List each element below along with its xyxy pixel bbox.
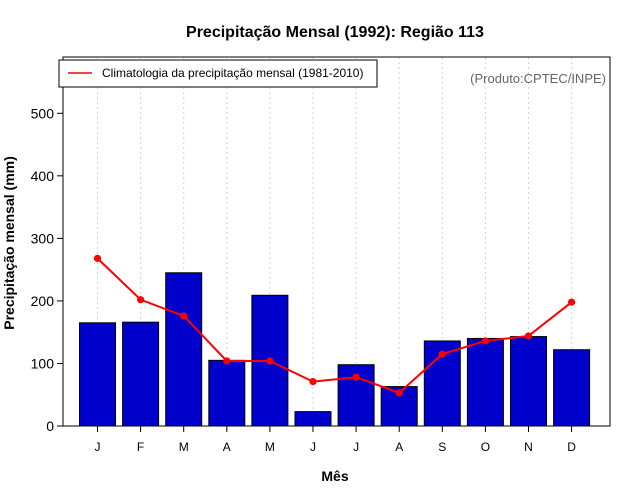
y-tick-label: 100	[31, 355, 55, 371]
bars	[79, 272, 591, 427]
climatology-point-1	[93, 254, 102, 262]
climatology-point-3	[180, 312, 188, 320]
x-tick-label: D	[567, 440, 576, 454]
x-tick-label: O	[481, 440, 490, 454]
bar-3	[165, 272, 203, 427]
y-tick-label: 400	[31, 168, 55, 184]
x-tick-label: M	[179, 440, 189, 454]
bar-6	[294, 411, 332, 427]
chart-title: Precipitação Mensal (1992): Região 113	[186, 24, 484, 41]
climatology-point-7	[352, 373, 360, 381]
legend: Climatologia da precipitação mensal (198…	[58, 59, 378, 88]
climatology-point-6	[309, 377, 317, 386]
y-axis: 0 100 200 300 400 500	[31, 105, 63, 434]
bar-1	[79, 322, 116, 427]
legend-label: Climatologia da precipitação mensal (198…	[102, 66, 363, 80]
y-tick-label: 300	[31, 230, 55, 246]
climatology-point-12	[568, 298, 576, 306]
climatology-polyline	[96, 257, 573, 394]
x-tick-label: J	[353, 440, 359, 454]
x-tick-label: F	[137, 440, 144, 454]
climatology-point-5	[266, 357, 274, 365]
x-tick-label: M	[265, 440, 275, 454]
y-tick-label: 500	[31, 105, 55, 121]
x-tick-label: A	[223, 440, 231, 454]
legend-box	[58, 59, 378, 88]
bar-2	[122, 321, 160, 427]
y-axis-label: Precipitação mensal (mm)	[1, 156, 17, 330]
bar-12	[553, 349, 591, 427]
x-axis-label: Mês	[321, 468, 348, 484]
x-tick-label: S	[438, 440, 446, 454]
bar-4	[208, 359, 246, 427]
climatology-point-11	[524, 332, 533, 340]
plot-area	[62, 56, 611, 427]
grid-lines	[97, 57, 573, 426]
climatology-point-2	[137, 296, 145, 304]
y-tick-label: 200	[31, 293, 55, 309]
x-tick-label: J	[310, 440, 316, 454]
x-tick-label: N	[524, 440, 533, 454]
credit-text: (Produto:CPTEC/INPE)	[470, 71, 606, 86]
bar-11	[510, 336, 547, 427]
bar-10	[466, 337, 504, 427]
y-tick-label: 0	[46, 418, 54, 434]
climatology-point-8	[395, 389, 403, 397]
climatology-point-4	[223, 357, 231, 365]
x-tick-label: J	[95, 440, 101, 454]
climatology-point-10	[481, 337, 489, 345]
climatology-line	[93, 254, 576, 397]
x-tick-label: A	[395, 440, 403, 454]
climatology-point-9	[438, 350, 446, 358]
